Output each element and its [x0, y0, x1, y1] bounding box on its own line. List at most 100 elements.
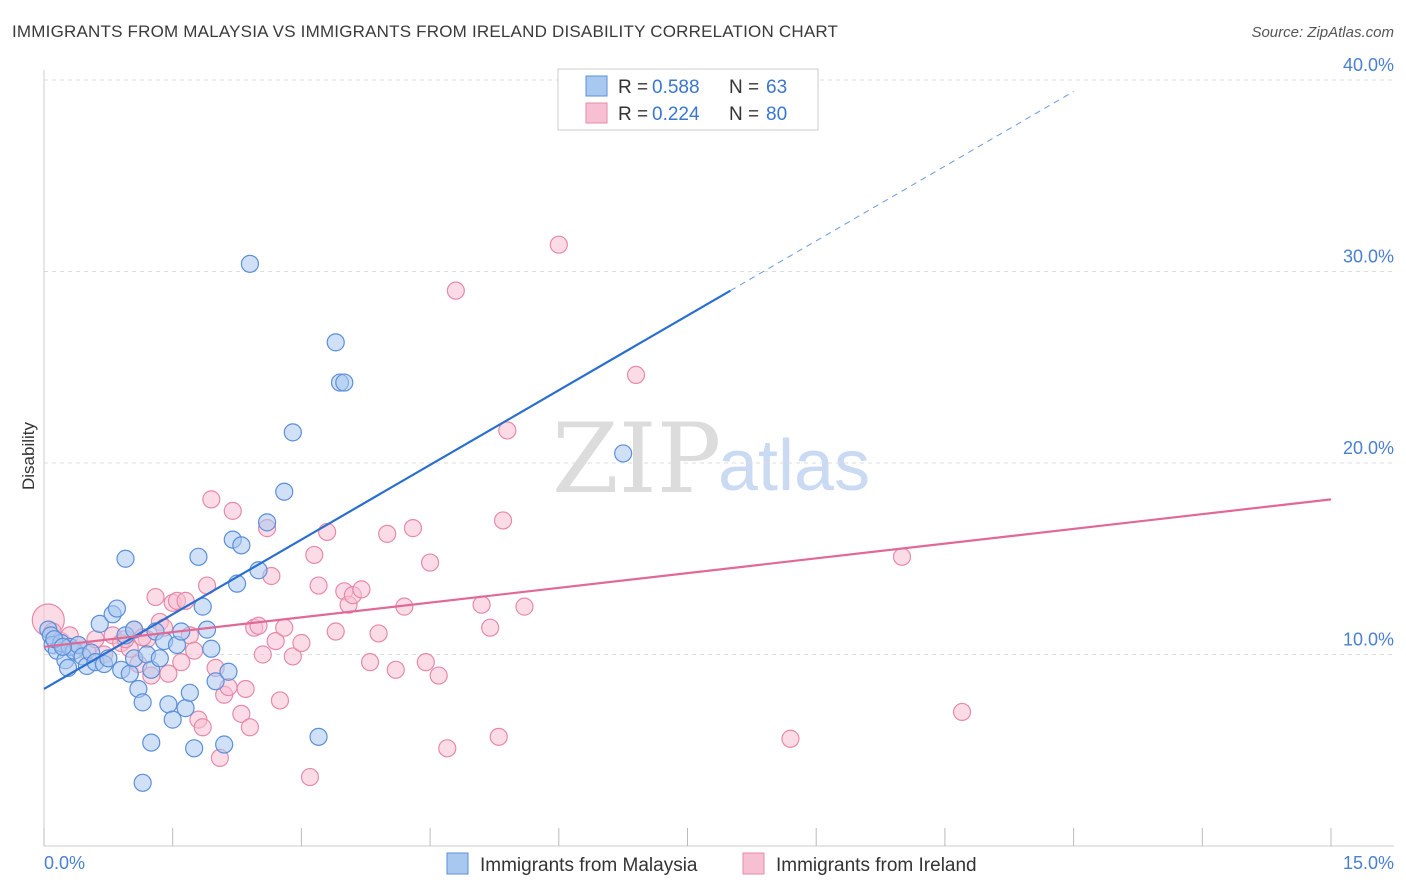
- ireland-point: [549, 235, 568, 254]
- x-tick-label-min: 0.0%: [44, 853, 85, 873]
- legend-r-value-ireland: 0.224: [652, 104, 700, 125]
- malaysia-point: [116, 549, 135, 568]
- ireland-point: [892, 547, 912, 566]
- trend-lines: [43, 91, 1332, 690]
- ireland-point: [270, 691, 290, 710]
- malaysia-point: [335, 373, 354, 392]
- grid-lines: [44, 79, 1394, 655]
- malaysia-trend-extension: [730, 91, 1074, 292]
- ireland-point: [378, 524, 397, 543]
- ireland-point: [498, 421, 517, 440]
- ireland-point: [781, 729, 800, 748]
- ireland-point: [193, 718, 212, 737]
- malaysia-point: [240, 254, 260, 273]
- ireland-point: [249, 616, 268, 635]
- y-tick-label: 10.0%: [1343, 630, 1394, 650]
- chart-source: Source: ZipAtlas.com: [1251, 24, 1394, 41]
- ireland-point: [292, 633, 311, 653]
- ireland-point: [223, 501, 242, 520]
- legend-r-label-malaysia: R =: [618, 77, 648, 98]
- malaysia-point: [189, 547, 208, 566]
- malaysia-point: [275, 482, 294, 501]
- y-axis-tick-labels: 10.0% 20.0% 30.0% 40.0%: [1343, 55, 1394, 650]
- ireland-point: [240, 718, 260, 737]
- ireland-point: [360, 653, 380, 672]
- chart-title: IMMIGRANTS FROM MALAYSIA VS IMMIGRANTS F…: [12, 22, 839, 41]
- ireland-point: [446, 281, 465, 300]
- malaysia-point: [176, 699, 195, 718]
- malaysia-point: [326, 333, 345, 352]
- bottom-legend-label-malaysia: Immigrants from Malaysia: [480, 855, 698, 876]
- ireland-point: [438, 739, 457, 758]
- malaysia-point: [133, 693, 152, 712]
- malaysia-point: [53, 637, 72, 656]
- ireland-point: [309, 576, 328, 595]
- bottom-legend-swatch-malaysia: [446, 852, 469, 875]
- ireland-point: [472, 595, 491, 614]
- malaysia-point: [133, 773, 152, 792]
- ireland-point: [429, 666, 448, 685]
- x-tick-label-max: 15.0%: [1343, 853, 1394, 873]
- malaysia-points: [39, 254, 633, 792]
- malaysia-point: [185, 739, 204, 758]
- ireland-point: [416, 653, 435, 672]
- legend-box: R = 0.588 N = 63 R = 0.224 N = 80: [557, 68, 819, 131]
- ireland-point: [146, 587, 165, 607]
- watermark-zip: ZIP: [552, 403, 721, 515]
- bottom-legend: Immigrants from Malaysia Immigrants from…: [446, 852, 977, 876]
- ireland-point: [626, 365, 646, 385]
- malaysia-point: [150, 649, 169, 668]
- bottom-legend-swatch-ireland: [742, 852, 765, 875]
- malaysia-point: [283, 423, 302, 442]
- malaysia-point: [614, 444, 633, 463]
- x-axis-ticks: [43, 828, 1332, 846]
- malaysia-point: [232, 536, 251, 555]
- y-tick-label: 40.0%: [1343, 55, 1394, 75]
- ireland-point: [283, 647, 302, 666]
- ireland-point: [185, 641, 204, 660]
- ireland-point: [318, 522, 337, 542]
- legend-r-value-malaysia: 0.588: [652, 77, 700, 98]
- ireland-point: [236, 679, 255, 699]
- watermark-atlas: atlas: [718, 426, 870, 506]
- ireland-point: [421, 553, 440, 572]
- y-axis-label: Disability: [19, 421, 38, 490]
- ireland-point: [386, 660, 405, 679]
- malaysia-point: [142, 733, 161, 752]
- malaysia-point: [257, 513, 277, 532]
- ireland-point: [515, 597, 534, 616]
- legend-r-label-ireland: R =: [618, 104, 648, 125]
- ireland-point: [253, 645, 272, 664]
- y-tick-label: 20.0%: [1343, 438, 1394, 458]
- ireland-point: [489, 727, 508, 746]
- y-tick-label: 30.0%: [1343, 247, 1394, 267]
- legend-n-label-malaysia: N =: [729, 77, 759, 98]
- malaysia-point: [215, 735, 234, 754]
- ireland-point: [952, 702, 972, 722]
- malaysia-point: [202, 639, 221, 658]
- bottom-legend-label-ireland: Immigrants from Ireland: [776, 855, 977, 876]
- ireland-point: [266, 631, 285, 651]
- ireland-point: [305, 545, 324, 565]
- ireland-point: [300, 767, 320, 787]
- malaysia-point: [219, 662, 238, 681]
- ireland-trend-line: [43, 498, 1332, 648]
- malaysia-point: [90, 614, 109, 633]
- ireland-point: [403, 519, 423, 538]
- ireland-point: [275, 618, 294, 637]
- malaysia-point: [309, 727, 328, 746]
- ireland-point: [202, 490, 221, 509]
- ireland-point: [493, 511, 513, 530]
- ireland-point: [369, 624, 388, 643]
- ireland-point: [232, 704, 251, 723]
- legend-n-label-ireland: N =: [729, 104, 759, 125]
- ireland-point: [172, 653, 191, 672]
- legend-swatch-ireland: [585, 102, 608, 124]
- malaysia-trend-line: [43, 289, 731, 690]
- ireland-point: [481, 618, 500, 637]
- malaysia-point: [180, 683, 199, 702]
- legend-n-value-ireland: 80: [766, 104, 787, 125]
- malaysia-point: [159, 695, 178, 714]
- malaysia-point: [107, 599, 127, 618]
